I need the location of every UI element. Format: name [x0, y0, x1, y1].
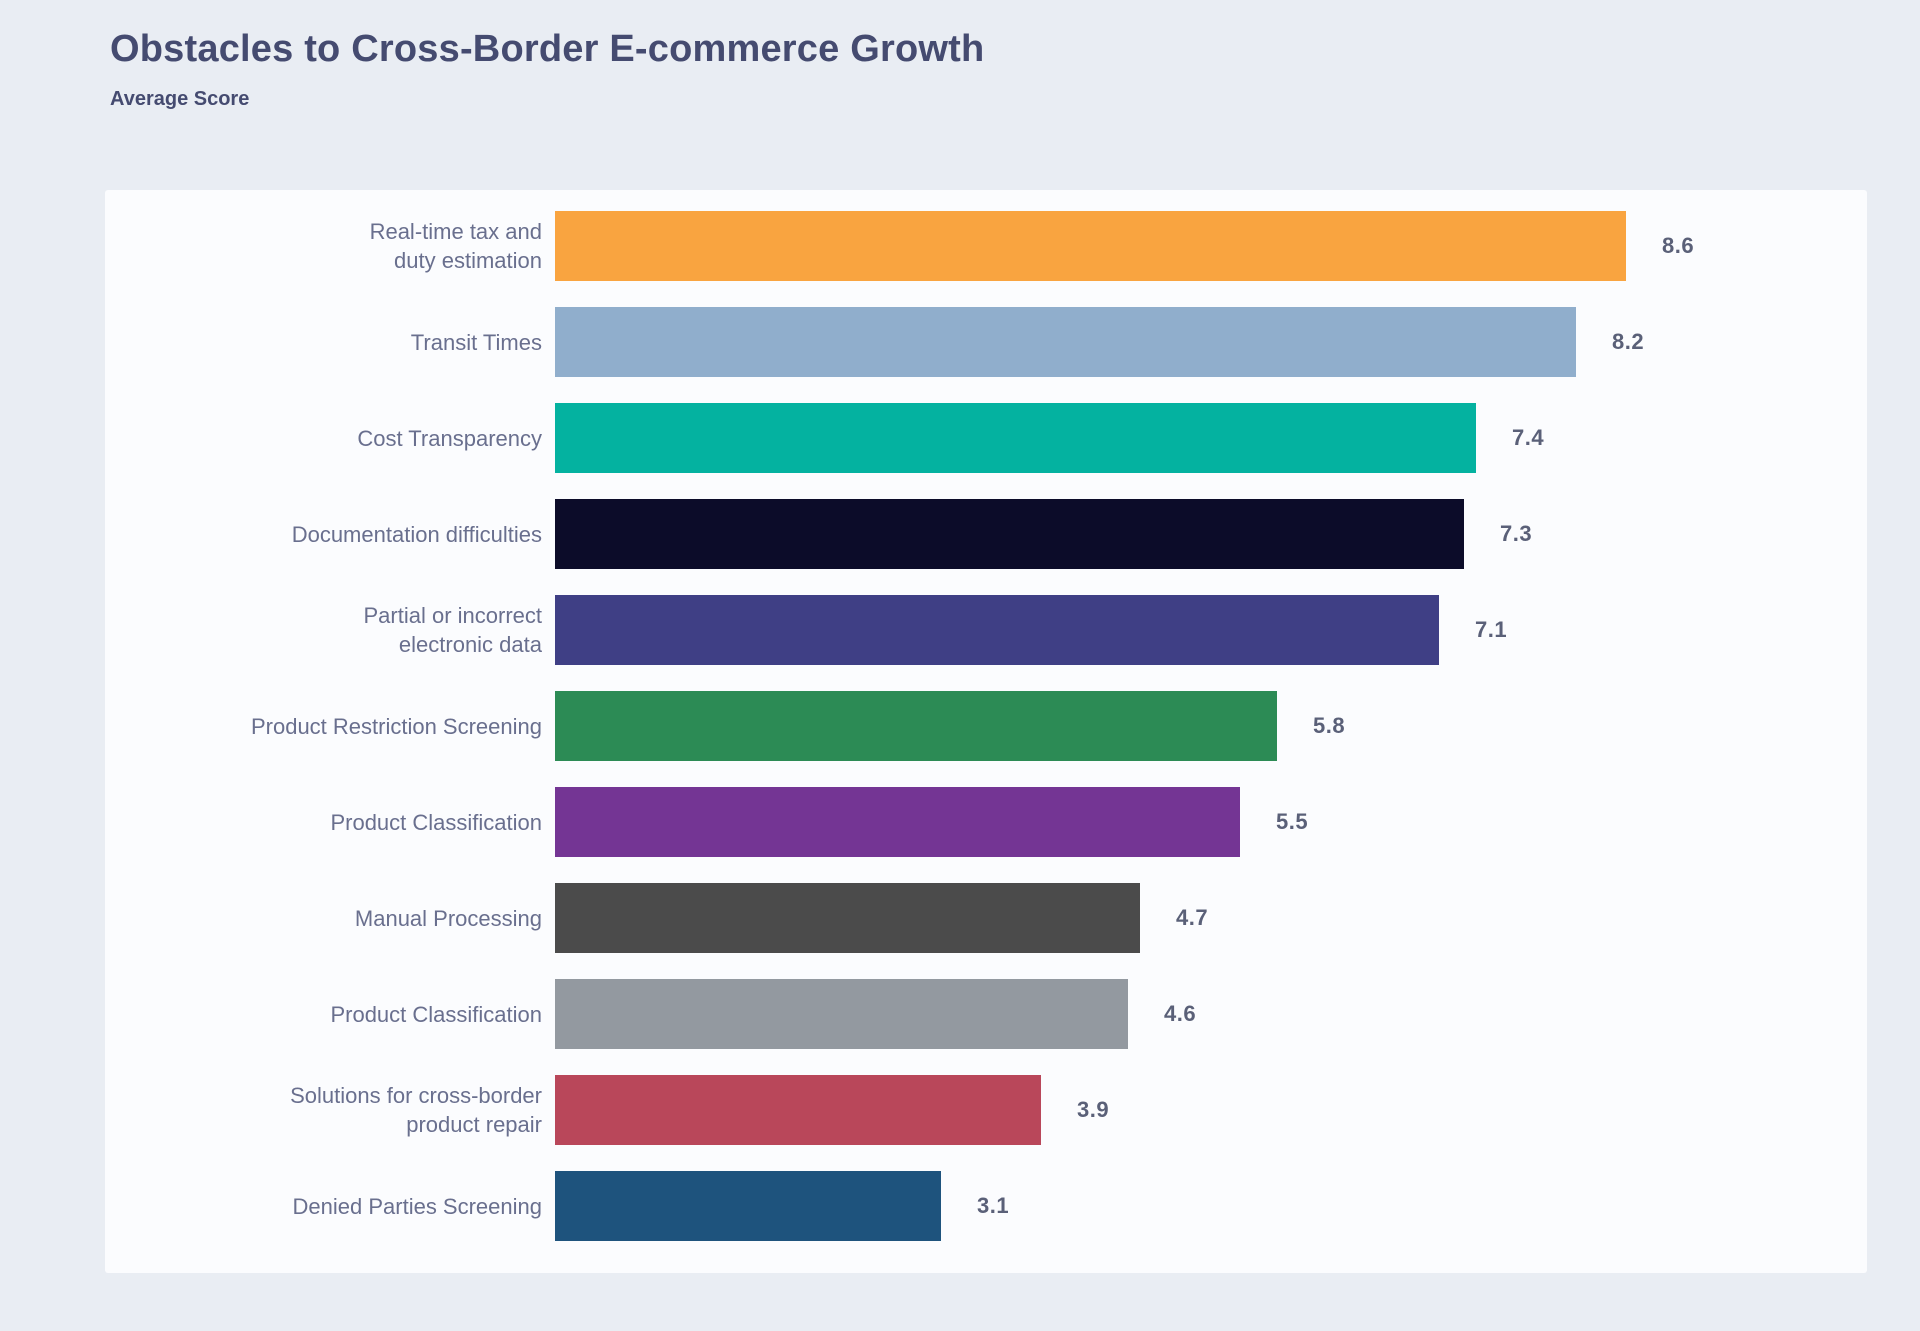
bar-row: Partial or incorrect electronic data 7.1 — [105, 582, 1867, 678]
value-label: 4.6 — [1164, 1001, 1197, 1026]
bar-track: 7.3 — [555, 486, 1867, 582]
bar-row: Solutions for cross-border product repai… — [105, 1062, 1867, 1158]
category-label: Partial or incorrect electronic data — [363, 603, 542, 657]
bar-row: Transit Times 8.2 — [105, 294, 1867, 390]
value-label: 7.3 — [1500, 521, 1533, 546]
bar-track: 4.7 — [555, 870, 1867, 966]
bar-track: 4.6 — [555, 966, 1867, 1062]
bar-track: 3.9 — [555, 1062, 1867, 1158]
category-label: Cost Transparency — [357, 425, 542, 451]
bar[interactable] — [555, 499, 1464, 569]
category-label: Manual Processing — [354, 905, 542, 931]
bar-row: Real-time tax and duty estimation 8.6 — [105, 198, 1867, 294]
bar[interactable] — [555, 1171, 941, 1241]
bar[interactable] — [555, 595, 1439, 665]
chart-title: Obstacles to Cross-Border E-commerce Gro… — [110, 28, 985, 70]
bar[interactable] — [555, 883, 1140, 953]
category-label: Product Restriction Screening — [250, 713, 542, 739]
category-label: Solutions for cross-border product repai… — [290, 1083, 542, 1137]
value-label: 4.7 — [1176, 905, 1209, 930]
bar[interactable] — [555, 979, 1128, 1049]
category-label: Product Classification — [330, 809, 542, 835]
chart-panel: Real-time tax and duty estimation 8.6 Tr… — [105, 190, 1867, 1273]
bar-row: Cost Transparency 7.4 — [105, 390, 1867, 486]
bar-track: 7.1 — [555, 582, 1867, 678]
value-label: 8.2 — [1612, 329, 1645, 354]
bar-track: 5.8 — [555, 678, 1867, 774]
bar[interactable] — [555, 307, 1576, 377]
category-label: Transit Times — [410, 329, 542, 355]
value-label: 5.5 — [1276, 809, 1309, 834]
category-label: Real-time tax and duty estimation — [369, 219, 542, 273]
bar[interactable] — [555, 211, 1626, 281]
bar-row: Manual Processing 4.7 — [105, 870, 1867, 966]
bar-track: 8.2 — [555, 294, 1867, 390]
value-label: 3.9 — [1077, 1097, 1110, 1122]
bar[interactable] — [555, 787, 1240, 857]
bar-rows: Real-time tax and duty estimation 8.6 Tr… — [105, 190, 1867, 1254]
value-label: 5.8 — [1313, 713, 1346, 738]
value-label: 3.1 — [977, 1193, 1010, 1218]
value-label: 8.6 — [1662, 233, 1695, 258]
bar[interactable] — [555, 691, 1277, 761]
value-label: 7.1 — [1475, 617, 1508, 642]
bar-track: 8.6 — [555, 198, 1867, 294]
bar-track: 7.4 — [555, 390, 1867, 486]
bar[interactable] — [555, 403, 1476, 473]
value-label: 7.4 — [1512, 425, 1545, 450]
bar-row: Product Classification 5.5 — [105, 774, 1867, 870]
bar-row: Documentation difficulties 7.3 — [105, 486, 1867, 582]
bar[interactable] — [555, 1075, 1041, 1145]
chart-subtitle: Average Score — [110, 88, 250, 110]
bar-track: 5.5 — [555, 774, 1867, 870]
category-label: Product Classification — [330, 1001, 542, 1027]
bar-row: Denied Parties Screening 3.1 — [105, 1158, 1867, 1254]
bar-row: Product Classification 4.6 — [105, 966, 1867, 1062]
category-label: Denied Parties Screening — [292, 1193, 542, 1219]
category-label: Documentation difficulties — [291, 521, 542, 547]
bar-track: 3.1 — [555, 1158, 1867, 1254]
bar-row: Product Restriction Screening 5.8 — [105, 678, 1867, 774]
